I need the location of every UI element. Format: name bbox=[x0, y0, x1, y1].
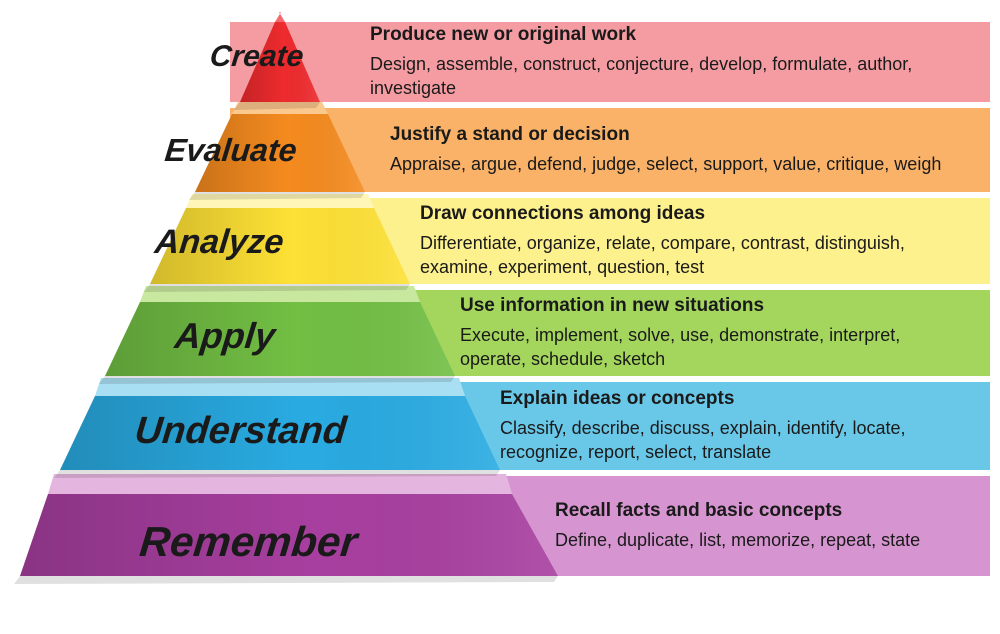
pyramid-label-apply: Apply bbox=[173, 315, 277, 357]
blooms-taxonomy-diagram: Produce new or original work Design, asse… bbox=[0, 0, 1000, 634]
level-heading: Produce new or original work bbox=[370, 24, 970, 46]
pyramid-label-understand: Understand bbox=[133, 410, 349, 453]
level-heading: Draw connections among ideas bbox=[420, 203, 970, 225]
level-band-create: Produce new or original work Design, asse… bbox=[370, 22, 980, 102]
level-band-apply: Use information in new situations Execute… bbox=[460, 290, 980, 376]
pyramid-label-evaluate: Evaluate bbox=[163, 132, 299, 169]
pyramid-label-analyze: Analyze bbox=[153, 223, 286, 262]
level-heading: Use information in new situations bbox=[460, 295, 970, 317]
level-verbs: Classify, describe, discuss, explain, id… bbox=[500, 416, 970, 465]
level-heading: Justify a stand or decision bbox=[390, 124, 941, 146]
level-heading: Explain ideas or concepts bbox=[500, 388, 970, 410]
level-band-understand: Explain ideas or concepts Classify, descr… bbox=[500, 382, 980, 470]
level-verbs: Design, assemble, construct, conjecture,… bbox=[370, 52, 970, 101]
level-verbs: Appraise, argue, defend, judge, select, … bbox=[390, 152, 941, 176]
level-verbs: Differentiate, organize, relate, compare… bbox=[420, 231, 970, 280]
pyramid-label-remember: Remember bbox=[137, 518, 359, 566]
level-heading: Recall facts and basic concepts bbox=[555, 500, 920, 522]
level-verbs: Execute, implement, solve, use, demonstr… bbox=[460, 323, 970, 372]
pyramid-label-create: Create bbox=[208, 40, 305, 74]
level-band-evaluate: Justify a stand or decision Appraise, arg… bbox=[390, 108, 980, 192]
level-verbs: Define, duplicate, list, memorize, repea… bbox=[555, 528, 920, 552]
level-band-analyze: Draw connections among ideas Differentiat… bbox=[420, 198, 980, 284]
level-band-remember: Recall facts and basic concepts Define, d… bbox=[555, 476, 980, 576]
